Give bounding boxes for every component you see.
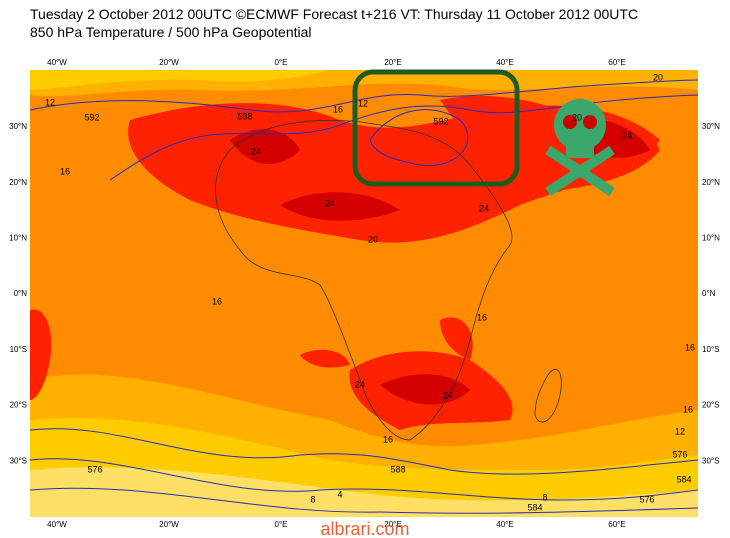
contour-label: 24: [622, 130, 632, 140]
contour-label: 588: [390, 464, 405, 474]
contour-label: 576: [87, 464, 102, 474]
contour-label: 12: [358, 98, 368, 108]
latitude-label: 10°S: [702, 345, 719, 354]
contour-label: 584: [527, 502, 542, 512]
contour-label: 16: [383, 434, 393, 444]
latitude-label: 10°S: [10, 345, 27, 354]
longitude-label: 0°E: [275, 58, 288, 67]
contour-label: 12: [675, 426, 685, 436]
latitude-label: 0°N: [14, 289, 28, 298]
contour-label: 16: [685, 342, 695, 352]
longitude-label: 0°E: [275, 520, 288, 529]
longitude-label: 60°E: [608, 58, 625, 67]
latitude-label: 10°N: [702, 234, 720, 243]
contour-label: 4: [337, 489, 342, 499]
contour-label: 8: [310, 494, 315, 504]
latitude-label: 30°N: [9, 122, 27, 131]
contour-label: 588: [237, 111, 252, 121]
contour-label: 576: [672, 449, 687, 459]
skull-icon: [545, 99, 615, 197]
geopotential-contours: [30, 79, 698, 514]
latitude-label: 30°N: [702, 122, 720, 131]
longitude-label: 20°E: [384, 58, 401, 67]
contour-label: 592: [433, 116, 448, 126]
contour-label: 20: [572, 112, 582, 122]
longitude-label: 40°E: [496, 520, 513, 529]
latitude-label: 10°N: [9, 234, 27, 243]
contour-label: 24: [325, 198, 335, 208]
latitude-label: 0°N: [702, 289, 716, 298]
contour-label: 16: [60, 166, 70, 176]
latitude-label: 30°S: [10, 456, 27, 465]
contour-label: 16: [333, 104, 343, 114]
contour-label: 584: [676, 474, 691, 484]
contour-label: 16: [683, 404, 693, 414]
latitude-label: 30°S: [702, 456, 719, 465]
longitude-label: 20°E: [384, 520, 401, 529]
header-line: 850 hPa Temperature / 500 hPa Geopotenti…: [30, 24, 312, 40]
contour-label: 20: [653, 72, 663, 82]
longitude-label: 20°W: [159, 58, 179, 67]
longitude-label: 40°E: [496, 58, 513, 67]
contour-label: 576: [639, 494, 654, 504]
coastlines: [215, 119, 562, 441]
longitude-label: 40°W: [47, 58, 67, 67]
latitude-label: 20°S: [10, 401, 27, 410]
contour-label: 24: [355, 379, 365, 389]
longitude-label: 60°E: [608, 520, 625, 529]
contour-label: 16: [212, 296, 222, 306]
contour-label: 592: [84, 112, 99, 122]
contour-label: 16: [477, 312, 487, 322]
latitude-label: 20°N: [9, 178, 27, 187]
highlight-box: [352, 69, 520, 187]
contour-label: 8: [542, 492, 547, 502]
longitude-label: 20°W: [159, 520, 179, 529]
latitude-label: 20°S: [702, 401, 719, 410]
contour-label: 20: [368, 234, 378, 244]
header-line: Tuesday 2 October 2012 00UTC ©ECMWF Fore…: [30, 6, 639, 22]
contour-label: 12: [45, 97, 55, 107]
latitude-label: 20°N: [702, 178, 720, 187]
contour-label: 24: [479, 203, 489, 213]
contour-label: 24: [251, 146, 261, 156]
watermark: albrari.com: [320, 519, 409, 538]
contour-label: 24: [443, 390, 453, 400]
longitude-label: 40°W: [47, 520, 67, 529]
